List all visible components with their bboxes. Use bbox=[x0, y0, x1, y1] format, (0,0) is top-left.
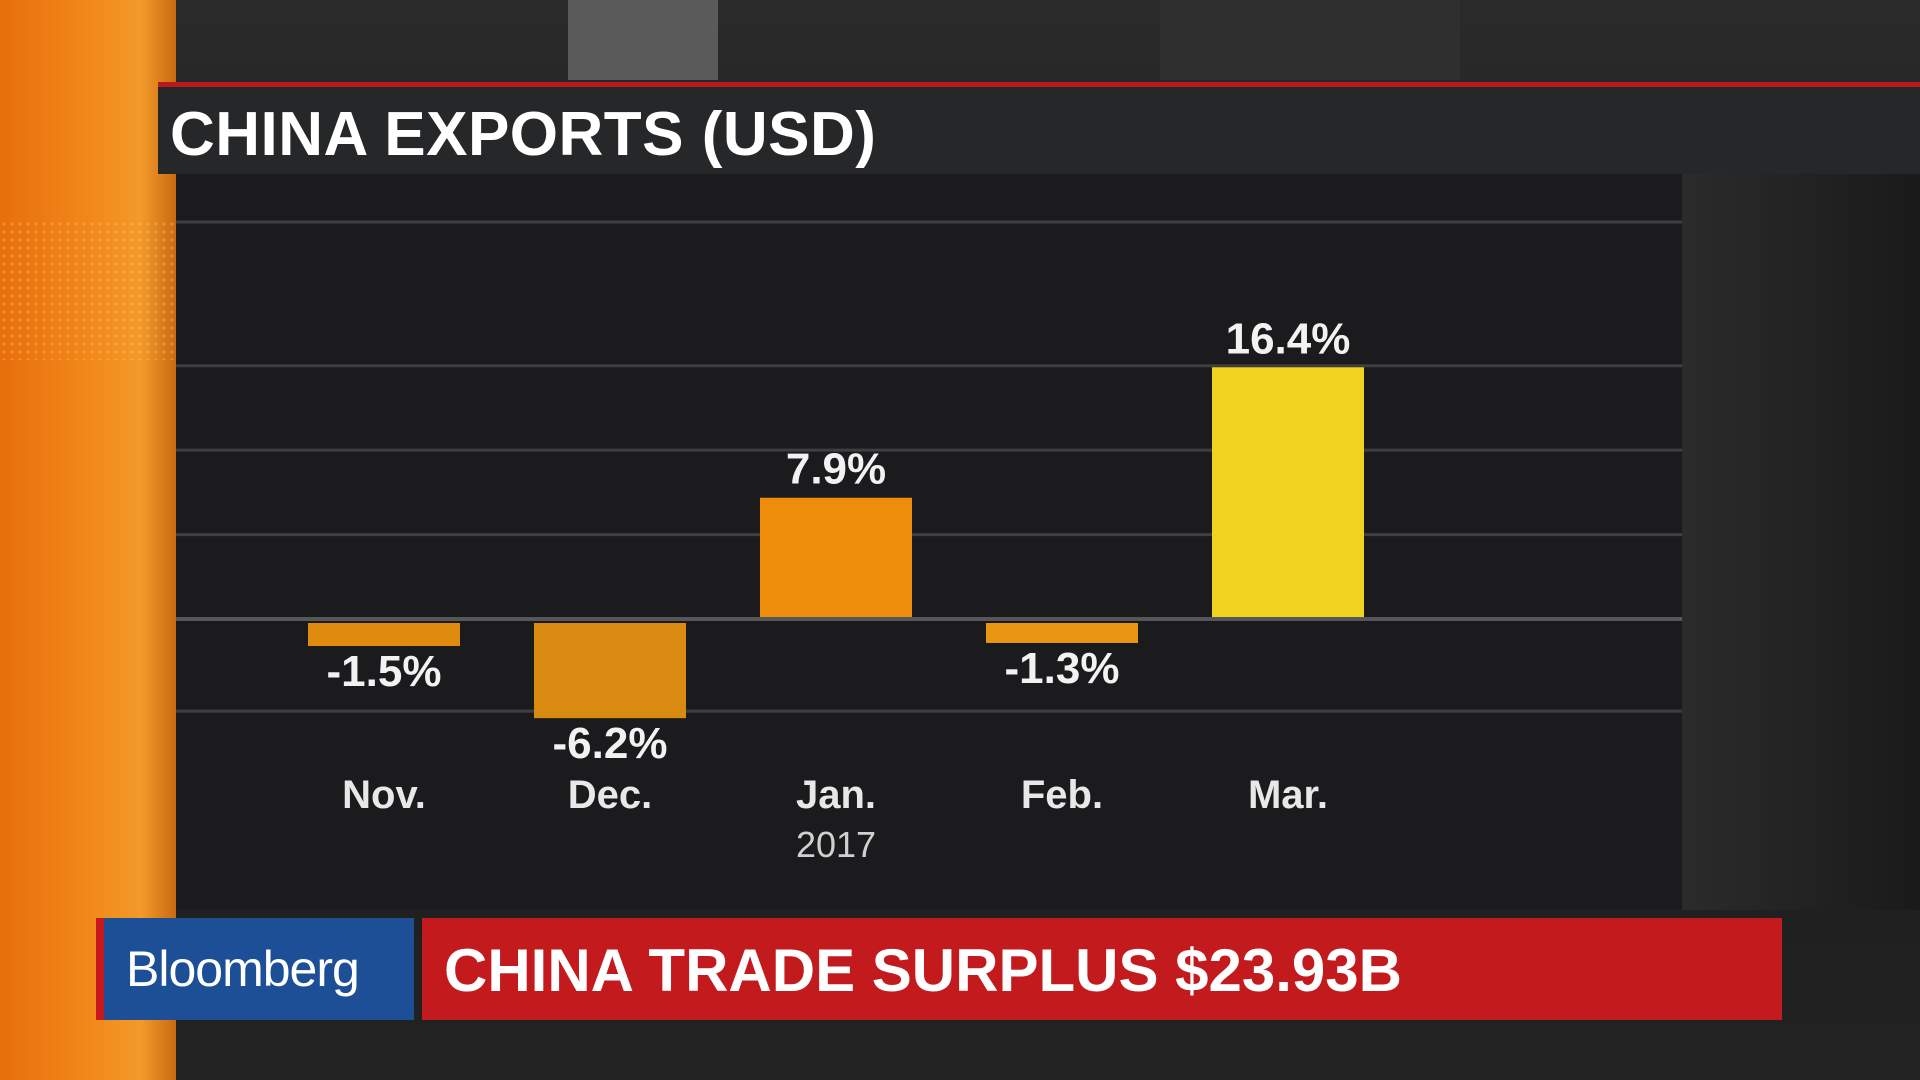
x-tick-label: Nov. bbox=[342, 773, 426, 817]
orange-side-panel bbox=[0, 0, 176, 1080]
data-label: 7.9% bbox=[786, 445, 886, 494]
background-panel bbox=[1160, 0, 1460, 80]
headline-box: CHINA TRADE SURPLUS $23.93B bbox=[422, 918, 1782, 1020]
brand-logo: Bloomberg bbox=[126, 941, 360, 997]
chart-panel: -1.5% Nov. -6.2% Dec. 7.9% Jan. 2017 -1.3% Feb. 1… bbox=[176, 174, 1682, 910]
data-label: -1.5% bbox=[327, 647, 442, 696]
bar-nov bbox=[308, 623, 460, 647]
headline-text: CHINA TRADE SURPLUS $23.93B bbox=[444, 937, 1402, 1004]
brand-box: Bloomberg bbox=[96, 918, 414, 1020]
x-tick-label: Feb. bbox=[1021, 773, 1103, 817]
lower-third: Bloomberg CHINA TRADE SURPLUS $23.93B bbox=[96, 918, 1782, 1020]
bar-jan bbox=[760, 497, 912, 617]
x-tick-label: Jan. bbox=[796, 773, 876, 817]
title-bar: CHINA EXPORTS (USD) bbox=[158, 82, 1920, 174]
x-tick-sublabel: 2017 bbox=[796, 824, 876, 865]
chart-title: CHINA EXPORTS (USD) bbox=[170, 100, 877, 169]
bar-mar bbox=[1212, 367, 1364, 617]
bar-feb bbox=[986, 623, 1138, 643]
orange-dot-pattern bbox=[0, 220, 176, 360]
right-background-panel bbox=[1682, 170, 1920, 910]
data-label: -6.2% bbox=[553, 719, 668, 768]
data-label: 16.4% bbox=[1226, 314, 1351, 363]
x-tick-label: Dec. bbox=[568, 773, 653, 817]
bar-dec bbox=[534, 623, 686, 719]
background-panel bbox=[568, 0, 718, 80]
bar-chart: -1.5% Nov. -6.2% Dec. 7.9% Jan. 2017 -1.3% Feb. 1… bbox=[176, 220, 1682, 865]
data-label: -1.3% bbox=[1005, 644, 1120, 693]
x-tick-label: Mar. bbox=[1248, 773, 1328, 817]
